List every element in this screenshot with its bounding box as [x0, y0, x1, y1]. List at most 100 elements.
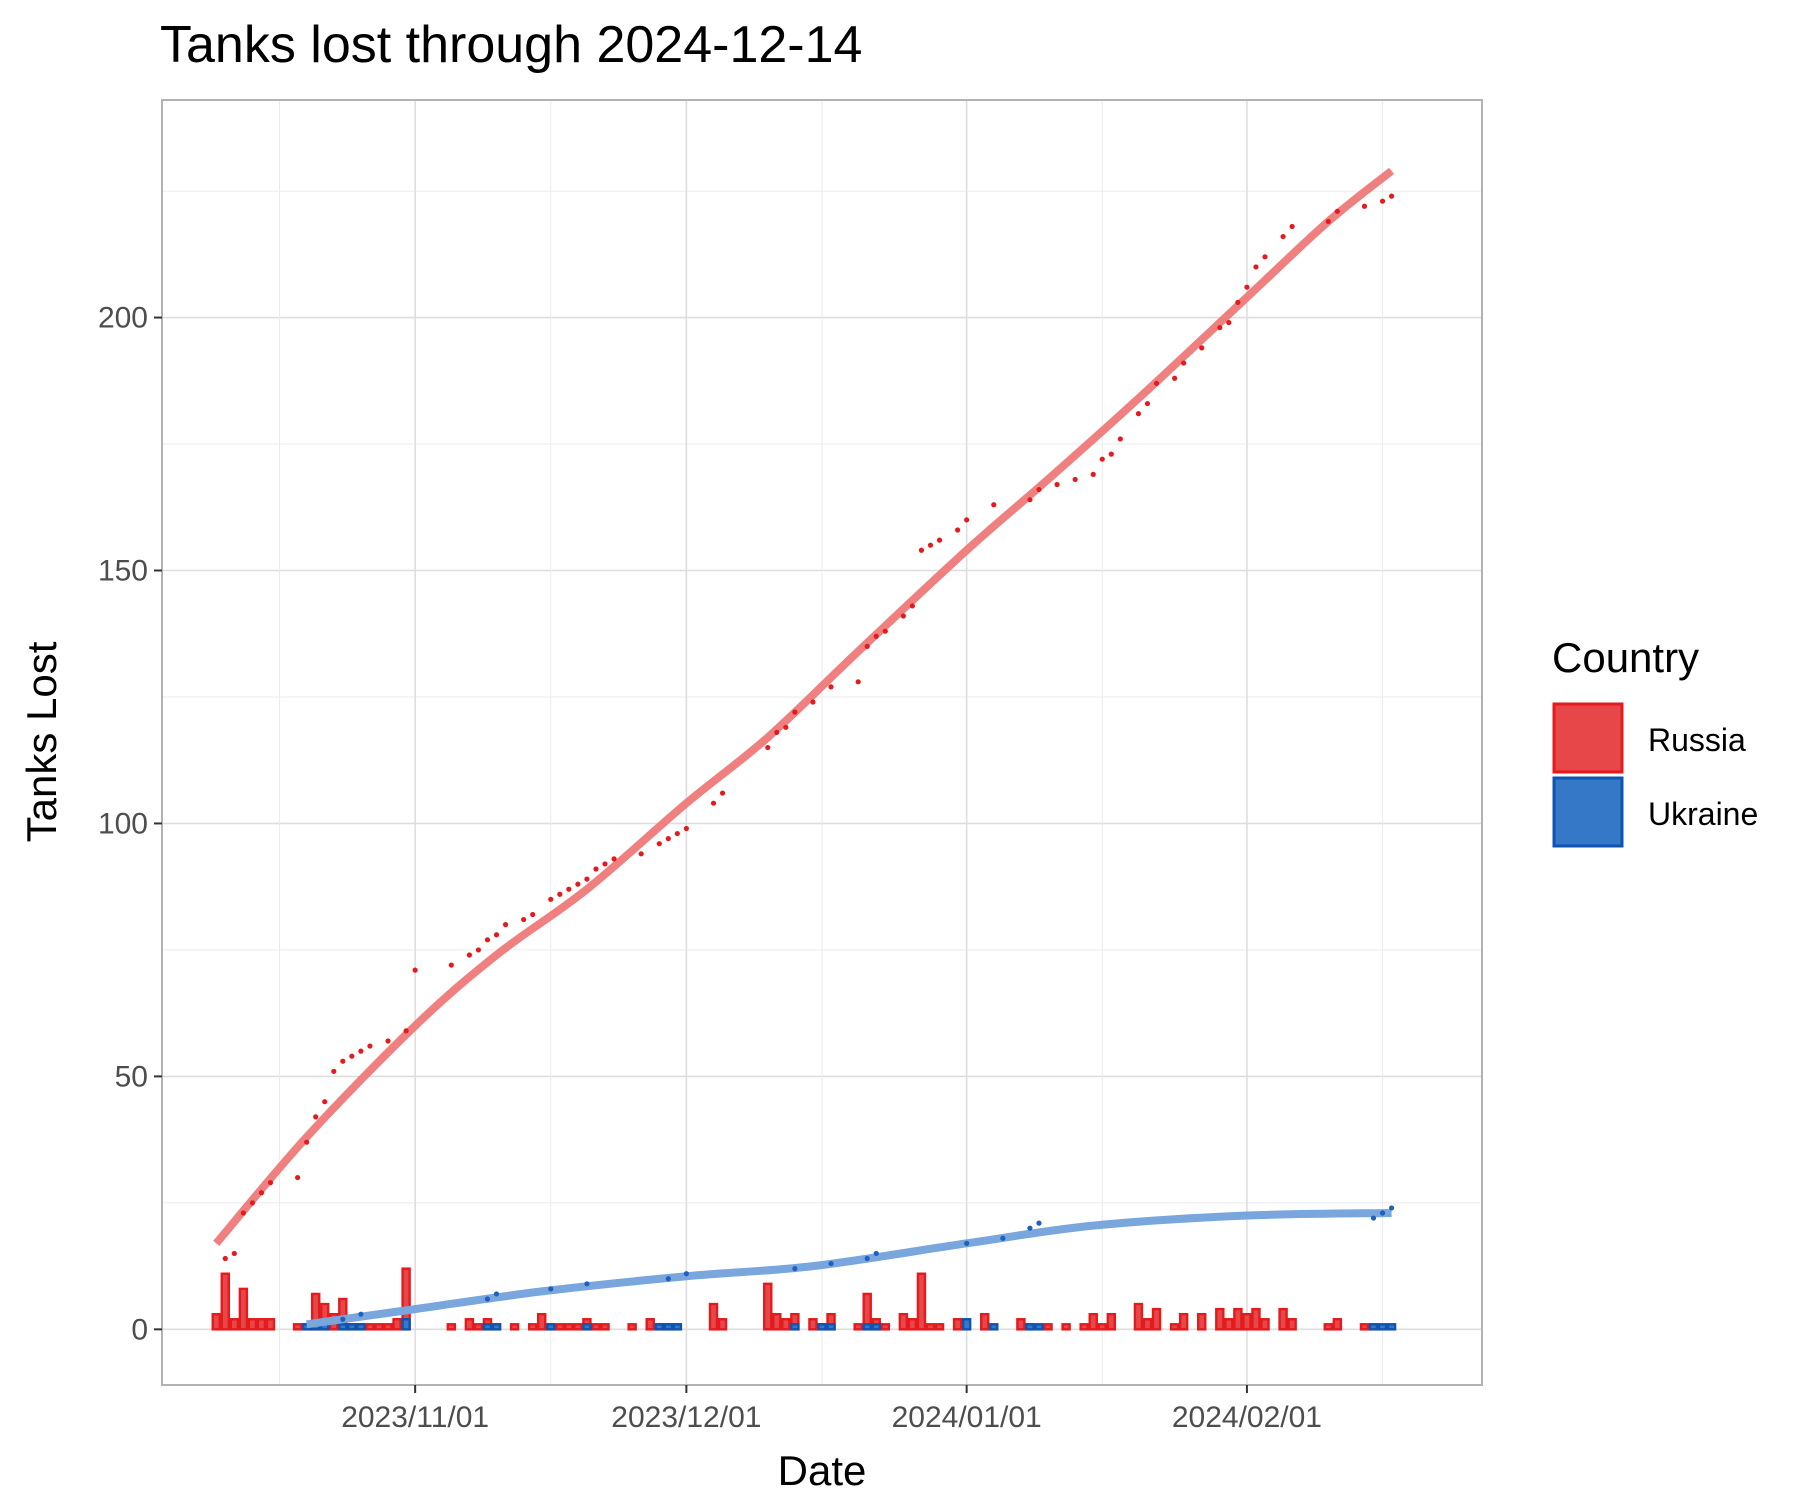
- ukraine-daily-bar: [961, 1318, 972, 1331]
- russia-cumulative-point: [1217, 325, 1223, 331]
- russia-cumulative-point: [719, 790, 726, 796]
- russia-cumulative-point: [575, 881, 581, 887]
- russia-cumulative-point: [349, 1053, 355, 1059]
- russia-daily-bar: [627, 1323, 637, 1331]
- russia-daily-bar: [600, 1323, 610, 1331]
- russia-cumulative-point: [674, 830, 680, 837]
- ukraine-daily-bar: [482, 1323, 493, 1331]
- russia-cumulative-point: [1235, 299, 1241, 305]
- legend-label-russia: Russia: [1648, 722, 1746, 758]
- russia-cumulative-point: [873, 633, 879, 639]
- russia-daily-bar: [1178, 1312, 1189, 1331]
- russia-daily-bar: [980, 1312, 990, 1331]
- russia-cumulative-point: [502, 922, 509, 928]
- y-tick-label: 150: [98, 554, 148, 587]
- russia-cumulative-point: [611, 856, 617, 862]
- russia-daily-bar: [256, 1318, 267, 1331]
- ukraine-daily-bar: [1386, 1323, 1397, 1331]
- cumulative-points: [222, 193, 1395, 1322]
- y-tick-label: 0: [131, 1313, 148, 1346]
- russia-daily-bar: [907, 1318, 918, 1331]
- ukraine-cumulative-point: [1000, 1235, 1006, 1241]
- russia-cumulative-point: [936, 537, 943, 543]
- x-tick-label: 2023/12/01: [611, 1401, 761, 1434]
- russia-daily-bar: [717, 1318, 728, 1331]
- russia-daily-bar: [220, 1272, 231, 1331]
- russia-daily-bar: [573, 1323, 583, 1331]
- russia-daily-bar: [952, 1318, 963, 1331]
- russia-daily-bar: [1233, 1307, 1243, 1331]
- legend-key-russia: [1552, 702, 1624, 774]
- russia-cumulative-point: [783, 724, 789, 730]
- ukraine-daily-bar: [347, 1323, 357, 1331]
- russia-cumulative-point: [792, 709, 798, 715]
- russia-daily-bar: [1142, 1318, 1153, 1331]
- legend: Country Russia Ukraine: [1552, 634, 1758, 848]
- russia-cumulative-point: [828, 684, 834, 690]
- ukraine-daily-bar: [1368, 1323, 1379, 1331]
- ukraine-trend-line: [306, 1208, 1392, 1329]
- russia-daily-bar: [1061, 1323, 1071, 1331]
- y-tick-label: 100: [98, 807, 148, 840]
- russia-cumulative-point: [322, 1099, 328, 1105]
- russia-cumulative-point: [403, 1028, 409, 1034]
- ukraine-daily-bar: [862, 1323, 872, 1331]
- russia-cumulative-point: [918, 547, 925, 553]
- russia-cumulative-point: [1262, 254, 1268, 260]
- russia-daily-bar: [1323, 1323, 1334, 1331]
- russia-daily-bar: [555, 1323, 565, 1331]
- ukraine-cumulative-point: [484, 1296, 491, 1302]
- russia-cumulative-point: [557, 891, 563, 897]
- russia-daily-bar: [808, 1318, 818, 1331]
- russia-cumulative-point: [1099, 456, 1105, 462]
- y-tick-label: 50: [115, 1060, 148, 1093]
- russia-daily-bar: [229, 1318, 240, 1331]
- y-tick-label: 200: [98, 302, 148, 335]
- russia-cumulative-point: [475, 947, 482, 953]
- russia-daily-bar: [1043, 1323, 1053, 1331]
- russia-daily-bar: [1088, 1312, 1098, 1331]
- russia-daily-bar: [464, 1318, 475, 1331]
- x-tick-label: 2023/11/01: [341, 1401, 489, 1434]
- daily-bars: [211, 1267, 1397, 1331]
- russia-daily-bar: [1016, 1318, 1026, 1331]
- russia-daily-bar: [1151, 1307, 1162, 1331]
- ukraine-cumulative-point: [1036, 1220, 1042, 1226]
- russia-cumulative-point: [313, 1114, 319, 1120]
- russia-daily-bar: [564, 1323, 574, 1331]
- russia-cumulative-point: [493, 932, 500, 938]
- ukraine-cumulative-point: [864, 1255, 870, 1262]
- russia-cumulative-point: [1379, 198, 1386, 204]
- ukraine-daily-bar: [338, 1323, 348, 1331]
- russia-cumulative-point: [1108, 451, 1114, 457]
- russia-cumulative-point: [1181, 360, 1187, 366]
- russia-cumulative-point: [855, 679, 861, 685]
- ukraine-daily-bar: [663, 1323, 674, 1331]
- russia-daily-bar: [1133, 1302, 1144, 1331]
- russia-cumulative-point: [1135, 411, 1142, 417]
- ukraine-daily-bar: [546, 1323, 556, 1331]
- russia-cumulative-point: [222, 1255, 228, 1262]
- russia-daily-bar: [365, 1323, 375, 1331]
- legend-title: Country: [1552, 634, 1699, 681]
- russia-daily-bar: [392, 1318, 402, 1331]
- russia-daily-bar: [1359, 1323, 1370, 1331]
- ukraine-daily-bar: [654, 1323, 664, 1331]
- ukraine-cumulative-point: [792, 1266, 798, 1272]
- ukraine-daily-bar: [491, 1323, 502, 1331]
- ukraine-cumulative-point: [493, 1291, 500, 1297]
- ukraine-cumulative-point: [873, 1250, 879, 1257]
- plot-border: [161, 99, 1483, 1386]
- russia-cumulative-point: [1325, 218, 1331, 225]
- russia-daily-bar: [1224, 1318, 1234, 1331]
- russia-cumulative-point: [267, 1180, 274, 1186]
- russia-daily-bar: [898, 1312, 909, 1331]
- ukraine-daily-bar: [582, 1323, 592, 1331]
- ukraine-cumulative-point: [828, 1260, 834, 1267]
- russia-daily-bar: [238, 1287, 249, 1331]
- russia-cumulative-point: [665, 836, 671, 842]
- ukraine-daily-bar: [1025, 1323, 1035, 1331]
- russia-cumulative-point: [548, 896, 554, 902]
- ukraine-cumulative-point: [1370, 1215, 1377, 1221]
